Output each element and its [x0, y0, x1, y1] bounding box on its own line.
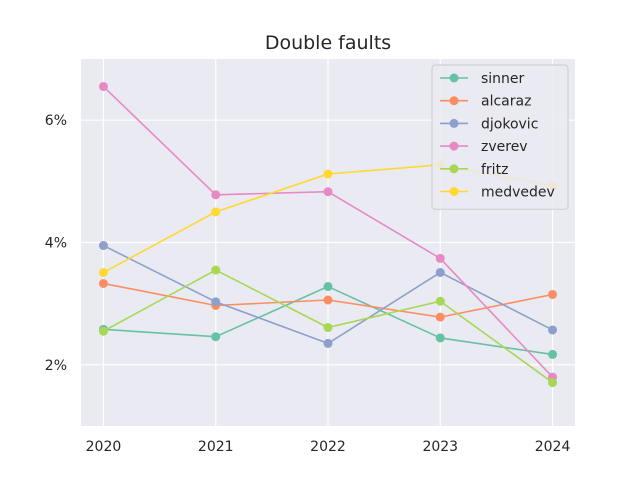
legend-item-zverev: zverev [440, 139, 528, 155]
data-point-alcaraz [548, 289, 558, 299]
data-point-fritz [98, 326, 108, 336]
x-tick-label: 2021 [198, 439, 234, 455]
data-point-alcaraz [323, 295, 333, 305]
data-point-djokovic [435, 267, 445, 277]
legend-swatch-marker [449, 164, 459, 174]
data-point-sinner [435, 333, 445, 343]
data-point-djokovic [323, 338, 333, 348]
legend-label: sinner [481, 71, 525, 87]
legend-label: alcaraz [481, 94, 531, 110]
data-point-sinner [548, 349, 558, 359]
legend-label: djokovic [481, 116, 538, 132]
legend-item-fritz: fritz [440, 162, 508, 178]
legend-item-sinner: sinner [440, 71, 525, 87]
legend-swatch-marker [449, 187, 459, 196]
chart-title: Double faults [265, 32, 391, 54]
data-point-medvedev [323, 169, 333, 179]
data-point-sinner [211, 332, 221, 342]
x-tick-label: 2024 [535, 439, 571, 455]
data-point-fritz [435, 296, 445, 306]
x-tick-label: 2023 [422, 439, 458, 455]
legend-swatch-marker [449, 141, 459, 151]
x-tick-label: 2020 [86, 439, 122, 455]
y-tick-label: 2% [45, 358, 67, 374]
legend-swatch-marker [449, 118, 459, 128]
data-point-zverev [211, 190, 221, 200]
data-point-alcaraz [98, 278, 108, 288]
legend-label: medvedev [481, 185, 555, 201]
series-djokovic [98, 241, 558, 348]
legend-item-medvedev: medvedev [440, 185, 555, 201]
data-point-djokovic [98, 241, 108, 251]
data-point-djokovic [211, 297, 221, 307]
y-tick-label: 4% [45, 236, 67, 252]
series-fritz [98, 265, 558, 388]
legend-swatch-marker [449, 96, 459, 106]
x-axis: 2020 2021 2022 2023 2024 [86, 439, 571, 455]
legend: sinner alcaraz djokovic zverev fritz medvedev [431, 64, 569, 210]
legend-label: fritz [481, 162, 508, 178]
x-tick-label: 2022 [310, 439, 346, 455]
data-point-fritz [323, 323, 333, 333]
legend-item-djokovic: djokovic [440, 116, 538, 132]
data-point-zverev [323, 187, 333, 197]
data-point-djokovic [548, 325, 558, 335]
data-point-medvedev [98, 267, 108, 277]
data-point-fritz [548, 378, 558, 388]
data-point-zverev [98, 82, 108, 92]
data-point-zverev [435, 253, 445, 263]
data-point-sinner [323, 282, 333, 292]
legend-label: zverev [481, 139, 528, 155]
series-layer [98, 82, 558, 388]
series-zverev [98, 82, 558, 382]
legend-item-alcaraz: alcaraz [440, 94, 531, 110]
data-point-medvedev [211, 207, 221, 217]
y-tick-label: 6% [45, 113, 67, 129]
data-point-fritz [211, 265, 221, 275]
data-point-alcaraz [435, 312, 445, 322]
legend-swatch-marker [449, 73, 459, 83]
y-axis: 2% 4% 6% [45, 113, 67, 374]
